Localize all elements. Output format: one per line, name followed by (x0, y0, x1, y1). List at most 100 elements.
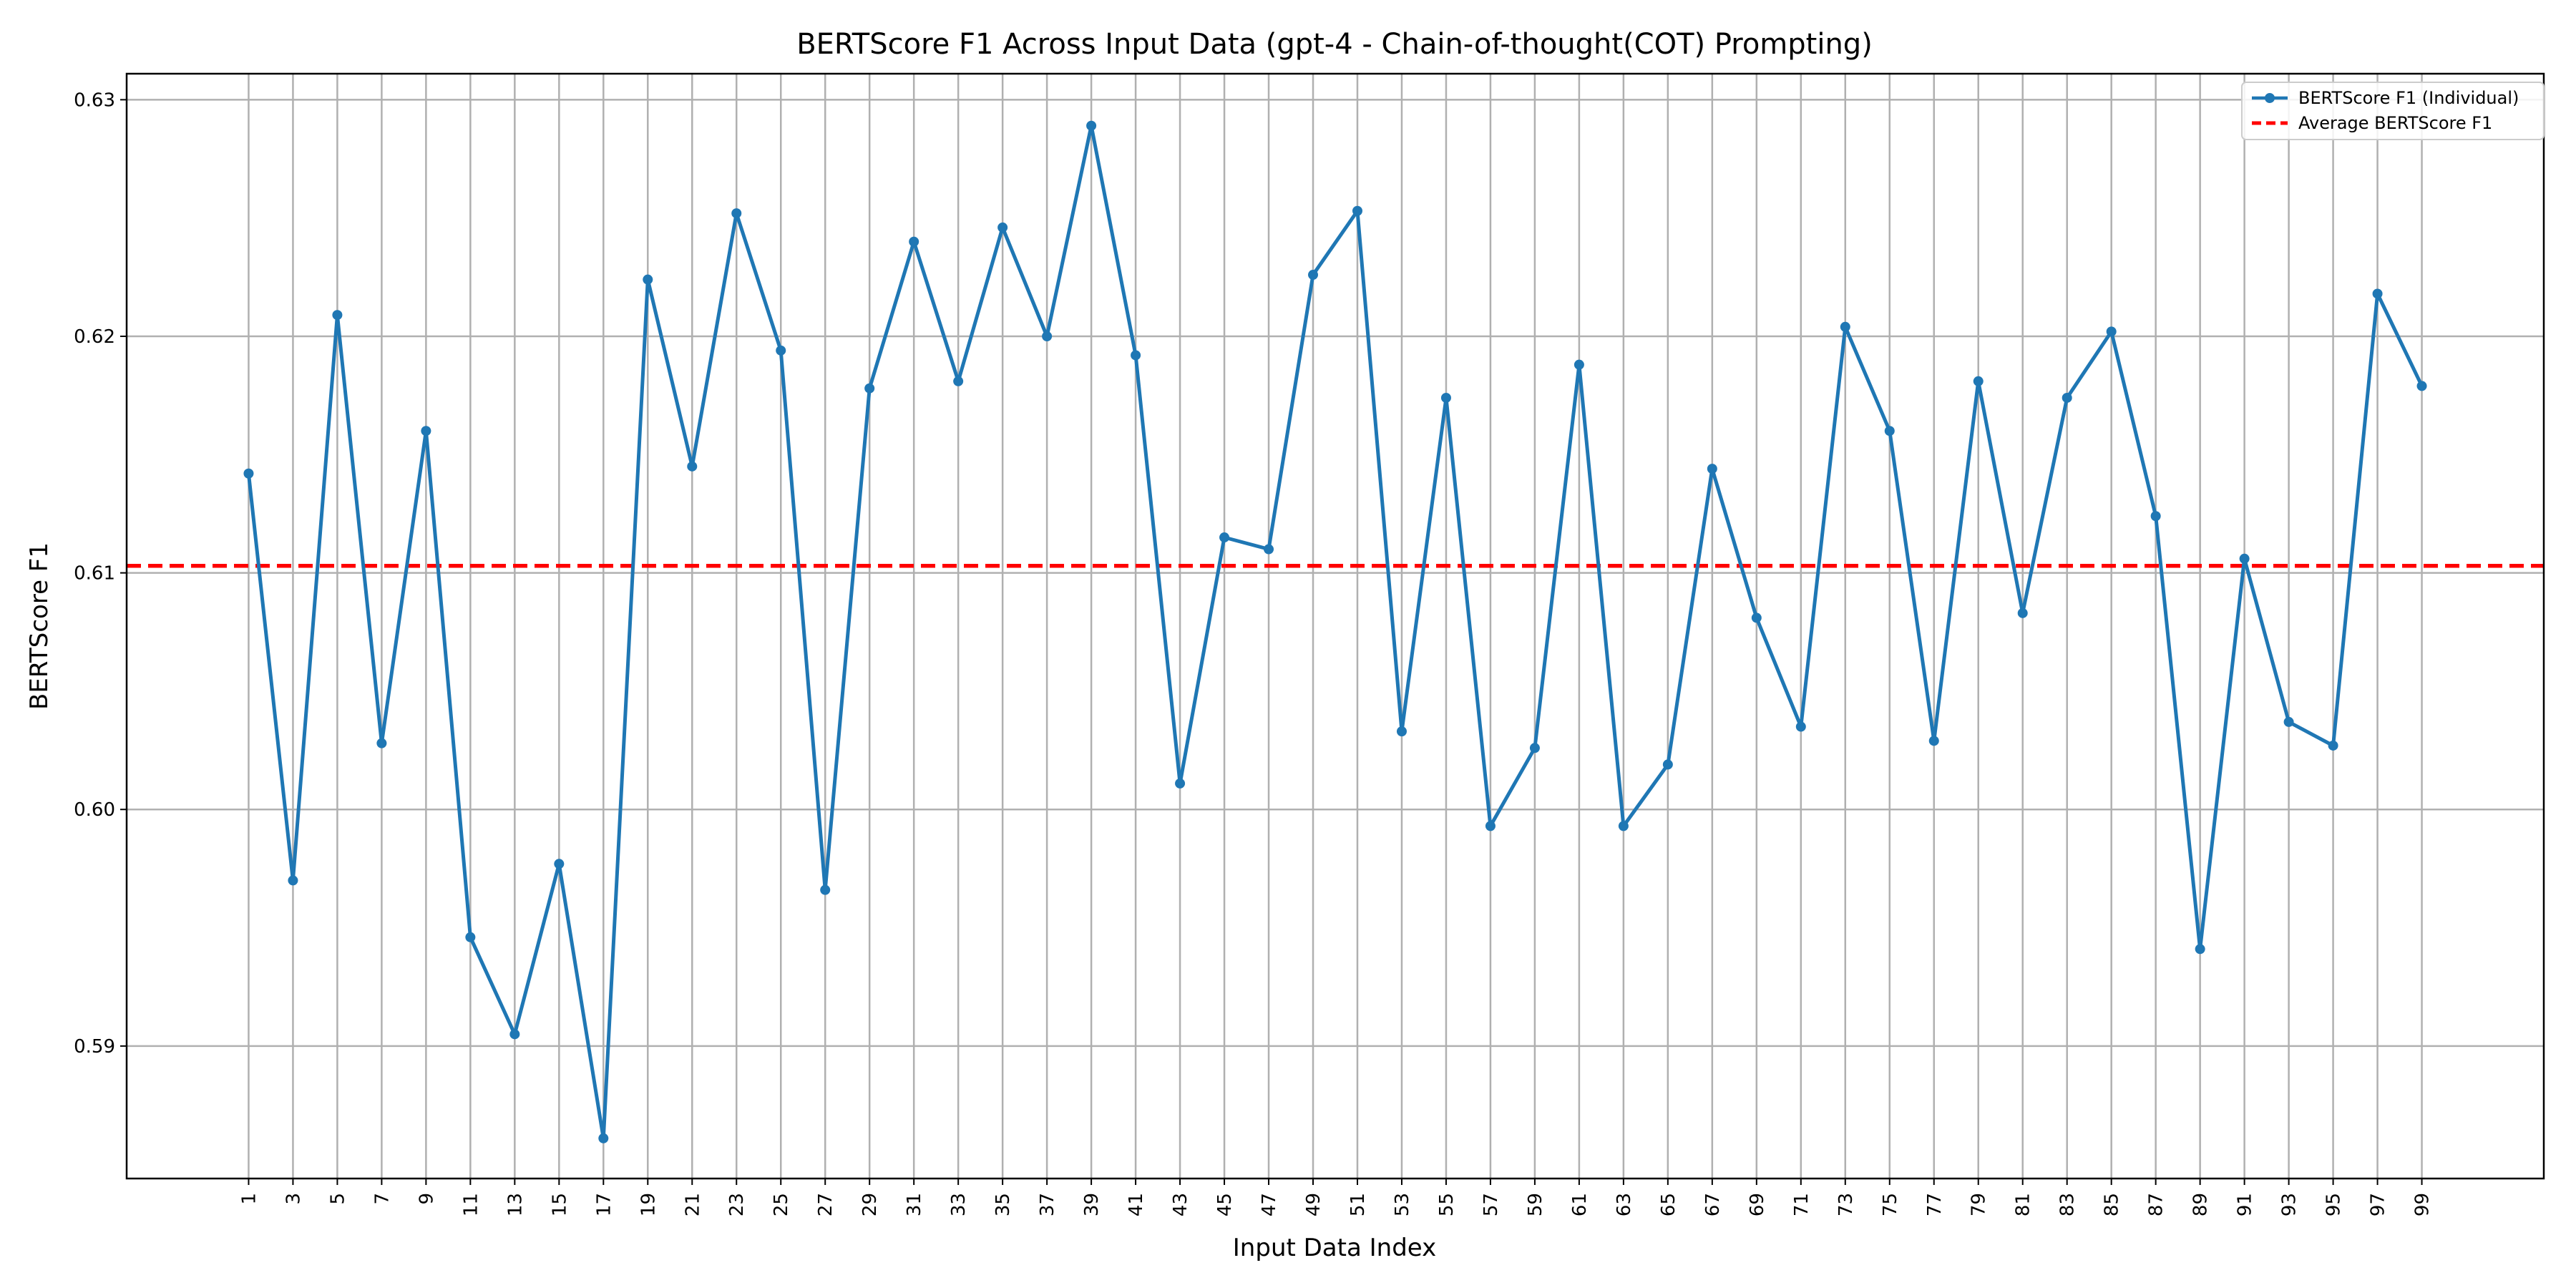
data-point (376, 738, 387, 748)
x-tick-label: 55 (1436, 1193, 1458, 1216)
data-point (776, 345, 786, 356)
data-point (864, 383, 875, 394)
data-point (1086, 120, 1097, 131)
data-point (1884, 426, 1895, 436)
legend-label-individual: BERTScore F1 (Individual) (2298, 88, 2519, 108)
data-point (554, 859, 565, 869)
data-point (820, 884, 831, 895)
x-tick-label: 9 (416, 1193, 437, 1205)
x-axis-ticks: 1 3 5 7 9 11 13 15 17 19 21 23 25 27 29 31 33 35 37 39 41 43 4… (238, 1179, 2434, 1216)
x-tick-label: 61 (1569, 1193, 1591, 1216)
data-point (1574, 359, 1584, 370)
x-tick-label: 15 (549, 1193, 570, 1216)
x-tick-label: 11 (460, 1193, 482, 1216)
x-tick-label: 51 (1347, 1193, 1369, 1216)
data-point (1131, 350, 1141, 361)
x-tick-label: 49 (1303, 1193, 1324, 1216)
data-point (288, 875, 298, 886)
data-point (997, 222, 1008, 233)
data-point (421, 426, 431, 436)
data-point (2017, 608, 2028, 618)
x-tick-label: 95 (2323, 1193, 2345, 1216)
plot-area-frame (125, 72, 2545, 1180)
x-tick-label: 71 (1791, 1193, 1813, 1216)
data-point (1618, 821, 1629, 831)
x-tick-label: 13 (504, 1193, 526, 1216)
data-point (598, 1133, 609, 1143)
y-tick-label: 0.63 (74, 89, 115, 111)
data-point (687, 461, 698, 472)
data-point (953, 376, 964, 386)
data-point (1264, 544, 1274, 555)
x-tick-label: 85 (2102, 1193, 2123, 1216)
data-point (243, 468, 254, 479)
x-tick-label: 67 (1702, 1193, 1724, 1216)
x-tick-label: 75 (1880, 1193, 1901, 1216)
legend: BERTScore F1 (Individual) Average BERTSc… (2241, 82, 2545, 140)
data-point (1529, 743, 1540, 753)
data-point (1396, 726, 1407, 737)
data-point (509, 1029, 520, 1040)
data-point (1840, 321, 1850, 332)
data-point (2106, 326, 2117, 337)
x-tick-label: 19 (638, 1193, 659, 1216)
y-tick-label: 0.59 (74, 1036, 115, 1058)
legend-box (2241, 82, 2545, 140)
x-tick-label: 93 (2279, 1193, 2301, 1216)
data-point (1973, 376, 1984, 386)
data-point (1042, 331, 1053, 341)
series-line-individual (246, 124, 2424, 1141)
x-tick-label: 27 (815, 1193, 836, 1216)
y-tick-label: 0.61 (74, 563, 115, 585)
data-point (2372, 288, 2383, 299)
x-tick-label: 89 (2190, 1193, 2212, 1216)
x-tick-label: 39 (1081, 1193, 1103, 1216)
data-point (1308, 270, 1319, 280)
data-point (731, 208, 742, 219)
x-tick-label: 43 (1170, 1193, 1191, 1216)
y-tick-label: 0.62 (74, 326, 115, 348)
data-point (2328, 740, 2338, 751)
legend-label-average: Average BERTScore F1 (2298, 113, 2492, 133)
x-tick-label: 81 (2013, 1193, 2034, 1216)
x-tick-label: 21 (682, 1193, 703, 1216)
x-tick-label: 41 (1126, 1193, 1147, 1216)
data-point (2195, 944, 2205, 955)
y-tick-label: 0.60 (74, 799, 115, 821)
x-tick-label: 1 (238, 1193, 260, 1205)
data-point (2062, 392, 2072, 403)
data-point (332, 310, 343, 321)
data-point (1440, 392, 1451, 403)
x-tick-label: 63 (1614, 1193, 1635, 1216)
x-tick-label: 29 (859, 1193, 881, 1216)
x-tick-label: 31 (904, 1193, 925, 1216)
x-tick-label: 45 (1214, 1193, 1236, 1216)
data-point (2150, 511, 2161, 522)
x-tick-label: 69 (1747, 1193, 1768, 1216)
data-point (1175, 778, 1186, 789)
data-point (909, 236, 919, 247)
x-tick-label: 83 (2057, 1193, 2079, 1216)
y-axis-ticks: 0.59 0.60 0.61 0.62 0.63 (74, 89, 127, 1058)
x-tick-label: 35 (992, 1193, 1014, 1216)
x-tick-label: 77 (1924, 1193, 1946, 1216)
data-point (1662, 759, 1673, 770)
x-tick-label: 65 (1658, 1193, 1679, 1216)
x-tick-label: 99 (2412, 1193, 2434, 1216)
x-tick-label: 91 (2235, 1193, 2256, 1216)
x-tick-label: 17 (593, 1193, 615, 1216)
data-point (2283, 716, 2294, 727)
x-tick-label: 59 (1525, 1193, 1546, 1216)
series-layer (243, 120, 2427, 1143)
x-tick-label: 73 (1835, 1193, 1857, 1216)
data-point (1707, 464, 1717, 474)
data-point (643, 274, 653, 285)
data-point (1485, 821, 1496, 831)
data-point (1352, 205, 1362, 216)
legend-point-individual (2265, 93, 2275, 103)
x-tick-label: 25 (771, 1193, 792, 1216)
x-tick-label: 7 (371, 1193, 393, 1205)
x-tick-label: 47 (1259, 1193, 1280, 1216)
